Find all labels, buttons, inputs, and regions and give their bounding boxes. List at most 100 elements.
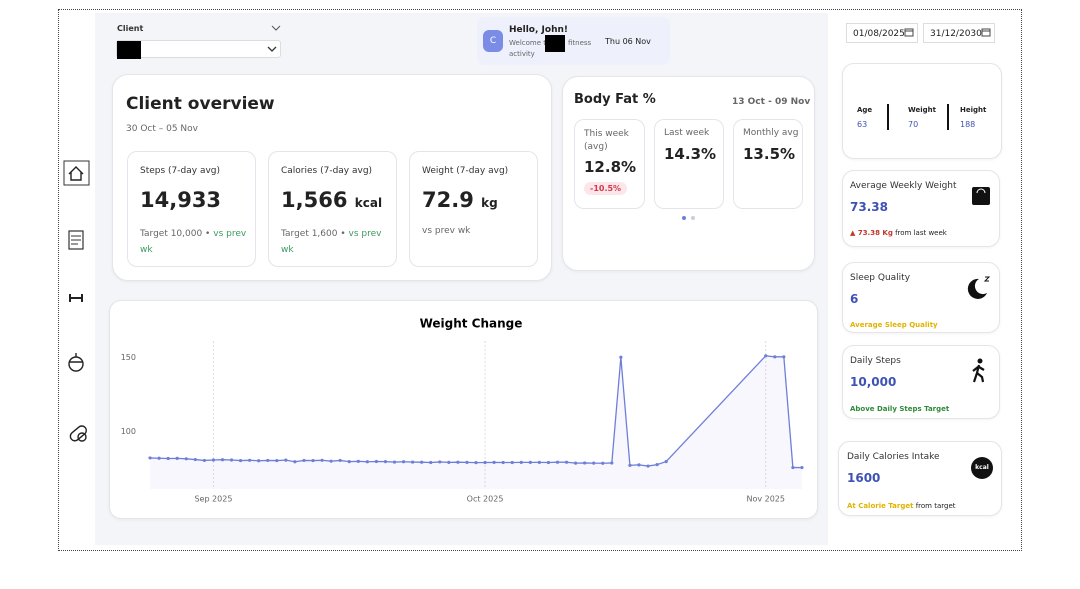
point — [655, 462, 659, 467]
fat-label: Last week — [664, 128, 710, 138]
point — [510, 460, 514, 465]
date-from[interactable]: 01/08/2025 — [846, 23, 918, 43]
overview-title: Client overview — [126, 94, 275, 114]
point — [383, 460, 388, 464]
stat-title: Average Weekly Weight — [850, 181, 957, 191]
point — [764, 354, 768, 358]
point — [555, 460, 560, 464]
greeting-card: C Hello, John! Welcome t fitness activit… — [477, 17, 670, 65]
welcome-text: Welcome t — [509, 39, 546, 47]
stat-note: Average Sleep Quality — [850, 321, 938, 329]
point — [284, 458, 288, 462]
date-to[interactable]: 31/12/2030 — [923, 23, 995, 43]
metric-unit: kcal — [354, 196, 383, 210]
welcome-text: fitness — [568, 39, 592, 47]
area — [150, 355, 802, 489]
metric-label: Steps (7-day avg) — [140, 166, 221, 176]
point — [302, 458, 306, 463]
metric-unit: kg — [481, 196, 498, 210]
frame — [58, 9, 1022, 551]
point — [492, 460, 496, 464]
point — [411, 460, 415, 464]
redacted — [117, 41, 141, 59]
metric-card: Weight (7-day avg) 72.9 kg vs prev wk — [409, 151, 538, 267]
sleep-card: Sleep Quality 6 Average Sleep Quality — [842, 262, 1000, 333]
point — [773, 355, 777, 359]
point — [628, 463, 632, 467]
point — [238, 458, 243, 463]
avatar: C — [483, 30, 503, 52]
point — [293, 460, 297, 464]
point — [220, 458, 225, 462]
point — [229, 458, 234, 462]
metric-target: Target 10,000 • — [140, 229, 211, 239]
fat-value: 13.5% — [743, 145, 796, 163]
calories-card: Daily Calories Intake 1600 At Calorie Ta… — [838, 441, 1002, 516]
home-icon[interactable] — [63, 160, 90, 186]
point — [266, 458, 270, 463]
pager-dots[interactable] — [680, 214, 700, 222]
redacted — [545, 35, 565, 52]
chevron — [267, 46, 277, 52]
stat-title: Daily Calories Intake — [847, 452, 940, 462]
divider — [887, 104, 889, 130]
metric-value: 1,566 — [281, 188, 348, 212]
point — [646, 464, 650, 468]
report-icon[interactable] — [68, 230, 84, 250]
metric-value: 14,933 — [140, 188, 222, 212]
client-dropdown[interactable] — [116, 40, 281, 59]
metric-compare: vs prev wk — [140, 229, 247, 255]
chart-title: Weight Change — [420, 317, 523, 331]
y-tick-label: 150 — [121, 353, 136, 362]
point — [347, 460, 351, 464]
profile-label: Height — [960, 106, 987, 114]
fat-card: This week (avg) 12.8% -10.5% — [574, 119, 645, 209]
point — [166, 456, 170, 461]
x-tick-label: Nov 2025 — [746, 495, 785, 504]
fat-label: Monthly avg — [743, 128, 799, 138]
point — [637, 463, 641, 467]
walk-icon — [972, 358, 985, 383]
point — [148, 456, 152, 460]
stat-change: ▲ 73.38 Kg — [850, 229, 893, 237]
point — [175, 456, 179, 460]
workout-icon[interactable] — [69, 294, 83, 302]
divider — [947, 104, 949, 130]
point — [329, 459, 333, 463]
calendar-icon — [904, 28, 914, 37]
stat-value: 1600 — [847, 471, 881, 485]
point — [356, 459, 360, 463]
point — [601, 461, 605, 465]
steps-card: Daily Steps 10,000 Above Daily Steps Tar… — [842, 345, 1000, 419]
calendar-icon — [981, 28, 991, 37]
profile-label: Age — [857, 106, 873, 114]
stat-title: Sleep Quality — [850, 273, 911, 283]
kcal-icon: kcal — [971, 457, 993, 479]
point — [338, 458, 342, 463]
sidebar — [63, 160, 90, 442]
y-tick-label: 100 — [121, 427, 136, 436]
profile-card: Age 63 Weight 70 Height 188 — [842, 63, 1002, 159]
chevron — [271, 25, 281, 31]
metric-target: Target 1,600 • — [281, 229, 346, 239]
point — [782, 355, 786, 359]
nutrition-icon[interactable] — [68, 353, 84, 372]
chart: Weight Change 100 150 Sep 2025 Oct 2025 Nov … — [121, 317, 804, 504]
body-fat-card: Body Fat % 13 Oct - 09 Nov This week (av… — [562, 76, 815, 271]
point — [619, 355, 623, 359]
chart-card: Weight Change 100 150 Sep 2025 Oct 2025 Nov … — [109, 300, 818, 519]
stat-value: 6 — [850, 292, 859, 306]
point — [211, 458, 216, 462]
today-date: Thu 06 Nov — [605, 37, 651, 46]
point — [592, 461, 596, 465]
point — [401, 460, 406, 464]
greeting: Hello, John! — [509, 25, 568, 35]
point — [365, 460, 369, 464]
point — [257, 459, 261, 463]
fat-value: 14.3% — [664, 145, 717, 163]
supplement-icon[interactable] — [69, 424, 89, 442]
point — [546, 460, 551, 465]
metric-card: Calories (7-day avg) 1,566 kcal Target 1… — [268, 151, 397, 267]
point — [564, 460, 569, 464]
point — [248, 458, 252, 462]
